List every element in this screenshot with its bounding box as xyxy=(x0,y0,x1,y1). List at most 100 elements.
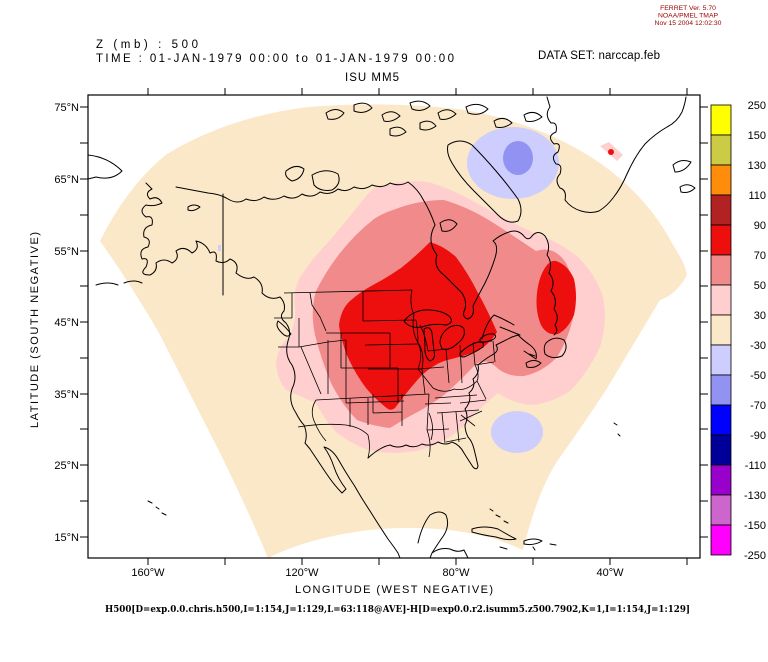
contour-band-m50-m70-baffin-core xyxy=(503,141,533,175)
islands-hawaii xyxy=(147,500,167,516)
colorbar-cells xyxy=(710,104,732,556)
lake-erie xyxy=(459,341,484,358)
y-tick-65n: 65°N xyxy=(54,174,79,186)
colorbar: 250 150 130 110 90 70 50 30 -30 -50 -70 … xyxy=(710,100,766,562)
borders-midwest-states xyxy=(410,289,478,395)
colorbar-label-m110: -110 xyxy=(745,460,766,472)
plot-titles: Z (mb) : 500 TIME : 01-JAN-1979 00:00 to… xyxy=(96,39,660,84)
coast-arctic-mainland xyxy=(175,181,436,226)
colorbar-cell-30-50 xyxy=(710,284,732,316)
ferret-expression-footer: H500[D=exp.0.0.chris.h500,I=1:154,J=1:12… xyxy=(105,604,690,615)
colorbar-cell-130-150 xyxy=(710,134,732,166)
contour-dot-70-90-greenland xyxy=(608,149,614,155)
x-ticks-top xyxy=(147,88,688,95)
colorbar-label-50: 50 xyxy=(754,280,766,292)
island-vancouver xyxy=(276,320,292,337)
colorbar-cell-m250-m150 xyxy=(710,524,732,556)
colorbar-label-m250: -250 xyxy=(744,550,766,562)
colorbar-cell-50-70 xyxy=(710,254,732,286)
borders-mountain-states xyxy=(309,291,405,427)
model-subtitle: ISU MM5 xyxy=(345,72,399,84)
coastlines xyxy=(88,96,696,558)
time-range-title: TIME : 01-JAN-1979 00:00 to 01-JAN-1979 … xyxy=(96,53,454,65)
x-ticks-bottom xyxy=(147,558,688,565)
colorbar-cell-m150-m130 xyxy=(710,494,732,526)
y-ticks-right xyxy=(700,106,708,538)
borders-plains-states xyxy=(315,319,431,458)
axis-frame xyxy=(80,88,708,565)
x-tick-40w: 40°W xyxy=(596,567,624,579)
coast-yucatan-central-america xyxy=(417,511,469,558)
borders-pacific-states xyxy=(274,293,347,442)
y-ticks-left xyxy=(80,106,88,538)
border-us-canada-49n xyxy=(283,289,413,294)
colorbar-label-m70: -70 xyxy=(750,400,766,412)
island-baffin xyxy=(447,140,522,223)
timestamp-text: Nov 15 2004 12:02:30 xyxy=(655,20,722,27)
colorbar-cell-m50-m30 xyxy=(710,344,732,376)
border-us-mexico xyxy=(297,423,370,459)
y-tick-75n: 75°N xyxy=(54,102,79,114)
colorbar-cell-90-110 xyxy=(710,194,732,226)
colorbar-cell-110-130 xyxy=(710,164,732,196)
map-area xyxy=(88,95,700,558)
colorbar-cell-m30-30 xyxy=(710,314,732,346)
lake-huron xyxy=(439,324,465,350)
colorbar-label-30: 30 xyxy=(754,310,766,322)
colorbar-label-150: 150 xyxy=(748,130,766,142)
x-tick-80w: 80°W xyxy=(442,567,470,579)
colorbar-cell-m110-m90 xyxy=(710,434,732,466)
borders-east-states xyxy=(459,340,496,404)
island-victoria xyxy=(311,170,340,191)
colorbar-label-90: 90 xyxy=(754,220,766,232)
coast-west-north-america xyxy=(140,182,401,558)
contour-speck-m30-m50-alaska xyxy=(218,245,221,251)
colorbar-label-110: 110 xyxy=(748,190,766,202)
islands-caribbean xyxy=(471,508,557,550)
y-tick-55n: 55°N xyxy=(54,246,79,258)
colorbar-label-m130: -130 xyxy=(744,490,766,502)
islands-small-specks xyxy=(532,422,621,551)
plot-box xyxy=(87,94,701,559)
colorbar-label-130: 130 xyxy=(748,160,766,172)
coast-maritimes xyxy=(481,314,542,368)
lake-michigan xyxy=(423,327,435,362)
island-southampton xyxy=(439,219,458,232)
colorbar-cell-m130-m110 xyxy=(710,464,732,496)
colorbar-cell-150-250 xyxy=(710,104,732,136)
islands-queen-elizabeth xyxy=(325,100,543,137)
coast-greenland xyxy=(546,96,696,213)
contour-band-m30-m50-atlantic xyxy=(491,411,543,453)
provenance-stamp: FERRET Ver. 5.70 NOAA/PMEL TMAP Nov 15 2… xyxy=(655,5,722,27)
colorbar-label-70: 70 xyxy=(754,250,766,262)
variable-title: Z (mb) : 500 xyxy=(96,39,198,51)
island-banks xyxy=(285,165,305,182)
colorbar-label-m30: -30 xyxy=(750,340,766,352)
noaa-pmel-text: NOAA/PMEL TMAP xyxy=(658,13,719,20)
colorbar-cell-m70-m50 xyxy=(710,374,732,406)
y-axis-title: LATITUDE (SOUTH NEGATIVE) xyxy=(29,232,41,428)
contour-band-70-90-labrador xyxy=(536,260,576,335)
ferret-version-text: FERRET Ver. 5.70 xyxy=(660,5,716,12)
dataset-label: DATA SET: narccap.feb xyxy=(538,50,660,62)
colorbar-cell-m90-m70 xyxy=(710,404,732,436)
colorbar-cell-70-90 xyxy=(710,224,732,256)
colorbar-labels: 250 150 130 110 90 70 50 30 -30 -50 -70 … xyxy=(744,100,766,562)
y-tick-45n: 45°N xyxy=(54,317,79,329)
lake-superior xyxy=(403,309,452,328)
state-borders xyxy=(274,289,496,459)
islands-aleutian-bering xyxy=(95,204,201,286)
y-tick-25n: 25°N xyxy=(54,460,79,472)
colorbar-label-m150: -150 xyxy=(744,520,766,532)
coast-siberia xyxy=(88,154,123,180)
x-tick-120w: 120°W xyxy=(285,567,319,579)
y-tick-35n: 35°N xyxy=(54,389,79,401)
coast-gulf-east xyxy=(367,334,519,470)
x-tick-160w: 160°W xyxy=(131,567,165,579)
colorbar-label-m90: -90 xyxy=(750,430,766,442)
coast-hudson-bay-labrador xyxy=(430,224,558,336)
x-axis-title: LONGITUDE (WEST NEGATIVE) xyxy=(295,584,493,596)
colorbar-label-m50: -50 xyxy=(750,370,766,382)
